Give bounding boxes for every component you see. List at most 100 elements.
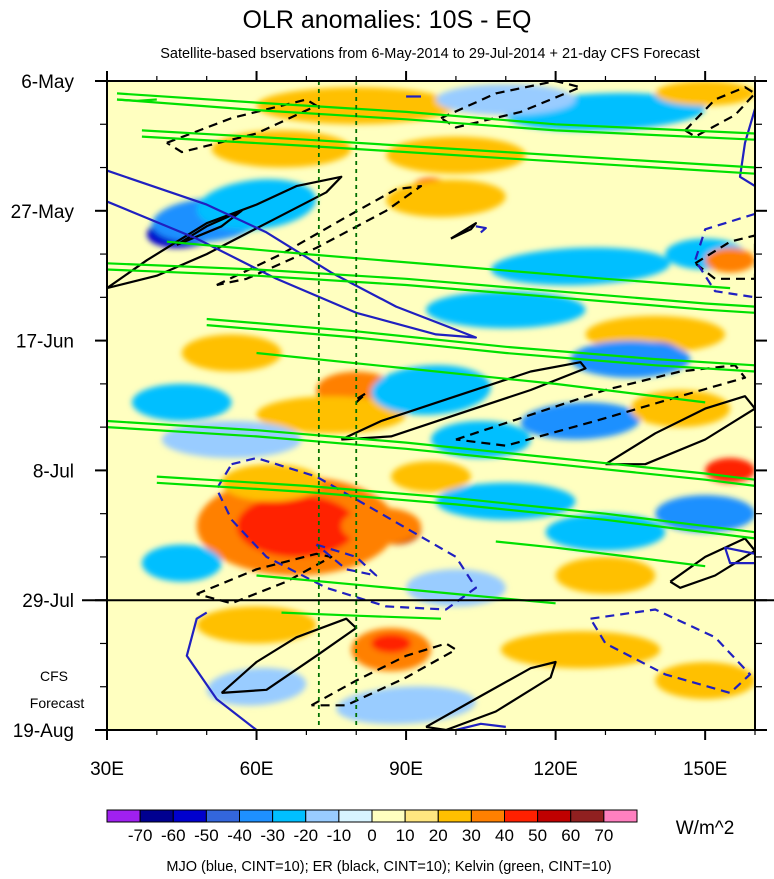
er-contour bbox=[425, 660, 557, 730]
colorbar-swatch bbox=[470, 809, 505, 823]
colorbar-label: 20 bbox=[429, 826, 448, 845]
axes: 30E 60E 90E 120E 150E 6-May 27-May 17-Jun 8-Jul 2… bbox=[11, 71, 767, 780]
colorbar-swatch bbox=[437, 809, 472, 823]
colorbar-unit: W/m^2 bbox=[676, 818, 735, 839]
mjo-contour bbox=[315, 543, 378, 577]
er-contour bbox=[440, 81, 582, 129]
y-tick-label: 8-Jul bbox=[33, 461, 74, 482]
y-tick-label: 6-May bbox=[21, 72, 74, 93]
anomaly-patch bbox=[196, 606, 317, 644]
plot-frame bbox=[106, 80, 756, 731]
er-contour bbox=[450, 222, 477, 240]
mjo-contour bbox=[455, 722, 506, 730]
anomaly-patch bbox=[500, 631, 661, 669]
y-tick-label: 27-May bbox=[11, 202, 75, 223]
kelvin-contour bbox=[141, 129, 755, 175]
kelvin-contour bbox=[116, 98, 157, 102]
kelvin-contour bbox=[256, 351, 706, 404]
wave-filtered-contours bbox=[107, 81, 755, 730]
colorbar-label: 10 bbox=[396, 826, 415, 845]
er-contour bbox=[216, 185, 423, 287]
colorbar-label: -60 bbox=[161, 826, 186, 845]
colorbar-swatch bbox=[338, 809, 373, 823]
colorbar-swatch bbox=[239, 809, 274, 823]
kelvin-contour bbox=[256, 574, 556, 605]
anomaly-patch bbox=[435, 482, 576, 520]
kelvin-contour bbox=[166, 240, 731, 290]
colorbar-swatch bbox=[205, 809, 240, 823]
x-tick-label: 120E bbox=[533, 759, 577, 780]
colorbar-swatch bbox=[305, 809, 340, 823]
mjo-contour bbox=[694, 212, 755, 299]
colorbar-label: 40 bbox=[495, 826, 514, 845]
anomaly-patch bbox=[386, 179, 506, 218]
mjo-contour bbox=[589, 608, 752, 695]
anomaly-patch bbox=[141, 544, 222, 582]
colorbar-label: 60 bbox=[561, 826, 580, 845]
er-contour bbox=[196, 552, 333, 605]
anomaly-patch bbox=[555, 556, 656, 595]
anomaly-patch bbox=[705, 247, 755, 273]
colorbar-swatch bbox=[172, 809, 207, 823]
anomaly-patch bbox=[490, 247, 671, 286]
colorbar-label: 70 bbox=[594, 826, 613, 845]
colorbar-swatch bbox=[139, 809, 174, 823]
anomaly-patch bbox=[426, 291, 586, 329]
x-tick-label: 60E bbox=[240, 759, 274, 780]
mjo-contour bbox=[107, 169, 477, 339]
colorbar-label: -50 bbox=[194, 826, 219, 845]
colorbar-swatch bbox=[570, 809, 605, 823]
kelvin-contour bbox=[281, 611, 442, 620]
colorbar-label: 50 bbox=[528, 826, 547, 845]
colorbar-swatch bbox=[404, 809, 439, 823]
forecast-label-line2: Forecast bbox=[30, 695, 85, 711]
y-tick-label: 17-Jun bbox=[16, 332, 74, 353]
x-tick-label: 150E bbox=[683, 759, 727, 780]
colorbar-swatch bbox=[537, 809, 572, 823]
mjo-contour bbox=[185, 611, 258, 730]
anomaly-patch bbox=[256, 396, 407, 434]
kelvin-contour bbox=[206, 317, 755, 373]
anomaly-patch bbox=[655, 662, 755, 700]
chart-subtitle: Satellite-based bservations from 6-May-2… bbox=[160, 46, 700, 62]
anomaly-patch bbox=[236, 495, 357, 557]
colorbar-swatch bbox=[272, 809, 307, 823]
mjo-contour bbox=[723, 546, 755, 565]
anomaly-patch bbox=[630, 390, 731, 428]
kelvin-contour bbox=[495, 540, 706, 568]
y-tick-label: 19-Aug bbox=[13, 721, 74, 742]
colorbar-swatch bbox=[603, 809, 638, 823]
forecast-label-line1: CFS bbox=[40, 668, 68, 684]
anomaly-patch bbox=[206, 667, 307, 706]
colorbar-swatch bbox=[106, 809, 141, 823]
colorbar-label: 30 bbox=[462, 826, 481, 845]
anomaly-patch bbox=[371, 365, 491, 415]
colorbar-label: -30 bbox=[260, 826, 285, 845]
er-contour bbox=[220, 617, 358, 694]
er-contour bbox=[355, 392, 368, 404]
mjo-contour bbox=[215, 456, 477, 611]
er-contour bbox=[604, 395, 755, 466]
anomaly-patch bbox=[131, 383, 232, 421]
colorbar-label: -20 bbox=[293, 826, 318, 845]
mjo-contour bbox=[738, 108, 755, 188]
x-tick-label: 30E bbox=[90, 759, 124, 780]
colorbar-swatch bbox=[504, 809, 539, 823]
mjo-contour bbox=[475, 225, 487, 234]
y-tick-label: 29-Jul bbox=[22, 591, 74, 612]
er-contour bbox=[669, 537, 755, 589]
anomaly-patch bbox=[655, 81, 755, 106]
kelvin-contour bbox=[116, 92, 755, 141]
anomaly-patch bbox=[181, 334, 282, 372]
colorbar-label: -40 bbox=[227, 826, 252, 845]
chart-title: OLR anomalies: 10S - EQ bbox=[242, 6, 531, 34]
anomaly-patch bbox=[391, 461, 471, 493]
anomaly-patch bbox=[520, 402, 641, 440]
er-contour bbox=[340, 361, 587, 441]
kelvin-contour bbox=[156, 475, 755, 540]
er-contour bbox=[176, 209, 243, 246]
kelvin-contour bbox=[107, 262, 755, 314]
er-contour bbox=[694, 234, 755, 280]
anomaly-patch bbox=[341, 507, 422, 545]
